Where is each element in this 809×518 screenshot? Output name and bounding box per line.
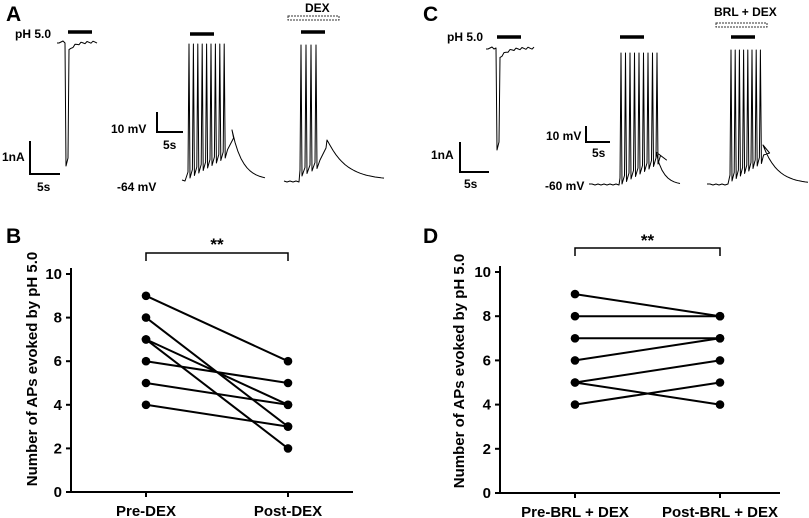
data-point-post	[715, 311, 725, 321]
pair-line	[145, 360, 289, 384]
data-point-post	[715, 400, 725, 409]
chart-b: 0 2 4 6 8 10 Pre-DEX Post-DEX **	[45, 235, 353, 518]
y-tick-label: 10	[45, 266, 62, 283]
data-point-post	[715, 334, 725, 343]
data-point-post	[283, 422, 293, 431]
y-tick-label: 4	[54, 397, 63, 414]
voltage-time-label-a: 5s	[163, 138, 177, 152]
chart-d: 0 2 4 6 8 10 Pre-BRL + DEX Post-BRL + DEX **	[474, 231, 780, 518]
data-point-post	[283, 444, 293, 453]
significance-label: **	[641, 231, 655, 250]
pair-line	[574, 359, 721, 384]
voltage-scale-label-c: 10 mV	[546, 129, 581, 143]
current-scale-label-c: 1nA	[431, 148, 454, 162]
voltage-scale-bar-a	[156, 112, 183, 133]
drug-bar-c	[715, 22, 768, 28]
y-tick-label: 8	[54, 310, 62, 327]
data-point-post	[715, 378, 725, 387]
current-time-label-c: 5s	[464, 177, 478, 191]
y-tick-label: 6	[483, 352, 491, 369]
y-tick-label: 2	[483, 441, 491, 458]
voltage-time-label-c: 5s	[592, 146, 606, 160]
data-point-pre	[570, 400, 580, 409]
drug-label-c: BRL + DEX	[714, 5, 777, 19]
voltage-trace-a-post	[283, 44, 385, 183]
significance-bracket	[145, 252, 289, 261]
pair-line	[574, 381, 721, 406]
current-scale-label-a: 1nA	[2, 150, 25, 164]
x-tick-label: Post-DEX	[254, 503, 322, 518]
y-axis-title-d: Number of APs evoked by pH 5.0	[451, 254, 468, 489]
data-point-pre	[570, 378, 580, 387]
significance-bracket	[574, 247, 721, 256]
data-point-pre	[570, 289, 580, 299]
panel-letter-b: B	[6, 225, 21, 248]
voltage-scale-label-a: 10 mV	[111, 122, 146, 136]
panel-c: C pH 5.0 1nA 5s 10 mV 5s -60 mV BRL + DE…	[423, 3, 809, 193]
voltage-scale-bar-c	[585, 126, 610, 143]
y-tick-label: 2	[54, 440, 62, 457]
current-time-label-a: 5s	[37, 180, 51, 194]
data-point-pre	[141, 313, 151, 322]
current-trace-a	[57, 40, 98, 167]
resting-potential-c: -60 mV	[545, 179, 584, 193]
data-point-pre	[570, 356, 580, 365]
data-point-post	[283, 356, 293, 366]
panel-letter-d: D	[423, 225, 438, 248]
y-tick-label: 6	[54, 353, 62, 370]
panel-d: D Number of APs evoked by pH 5.0 0 2 4 6 8 10…	[423, 225, 780, 518]
x-tick-label: Post-BRL + DEX	[662, 504, 778, 518]
pair-line	[145, 294, 289, 363]
x-tick-label: Pre-BRL + DEX	[521, 504, 629, 518]
voltage-trace-c-post	[707, 49, 809, 186]
pair-line	[574, 293, 721, 318]
pair-line	[574, 337, 721, 362]
current-scale-bar-c	[459, 142, 489, 173]
voltage-trace-c-pre	[589, 52, 681, 186]
y-tick-label: 4	[483, 397, 492, 414]
panel-a: A pH 5.0 1nA 5s 10 mV 5s -64 mV DEX	[2, 1, 385, 194]
stim-label-a: pH 5.0	[15, 27, 51, 41]
x-tick-label: Pre-DEX	[116, 503, 176, 518]
data-point-pre	[141, 291, 151, 301]
data-point-pre	[141, 356, 151, 366]
y-tick-label: 0	[54, 484, 62, 501]
data-point-pre	[570, 334, 580, 343]
data-point-pre	[141, 335, 151, 344]
panel-letter-c: C	[423, 3, 438, 26]
current-scale-bar-a	[29, 141, 60, 175]
y-tick-label: 0	[483, 485, 491, 502]
drug-label-a: DEX	[305, 1, 330, 15]
pair-line	[145, 382, 289, 406]
y-tick-label: 10	[474, 264, 491, 281]
stim-label-c: pH 5.0	[447, 30, 483, 44]
data-point-pre	[570, 311, 580, 321]
voltage-trace-a-pre	[181, 43, 266, 182]
data-point-pre	[141, 378, 151, 388]
panel-b: B Number of APs evoked by pH 5.0 0 2 4 6 8 10…	[6, 225, 353, 518]
data-point-post	[283, 378, 293, 388]
panel-letter-a: A	[6, 3, 21, 26]
significance-label: **	[210, 235, 224, 254]
current-trace-c	[486, 46, 535, 151]
y-axis-title-b: Number of APs evoked by pH 5.0	[24, 252, 41, 487]
y-tick-label: 8	[483, 308, 491, 325]
data-point-pre	[141, 400, 151, 410]
resting-potential-a: -64 mV	[117, 180, 156, 194]
data-point-post	[283, 400, 293, 410]
data-point-post	[715, 356, 725, 365]
drug-bar-a	[287, 15, 340, 21]
pair-line	[145, 403, 289, 428]
